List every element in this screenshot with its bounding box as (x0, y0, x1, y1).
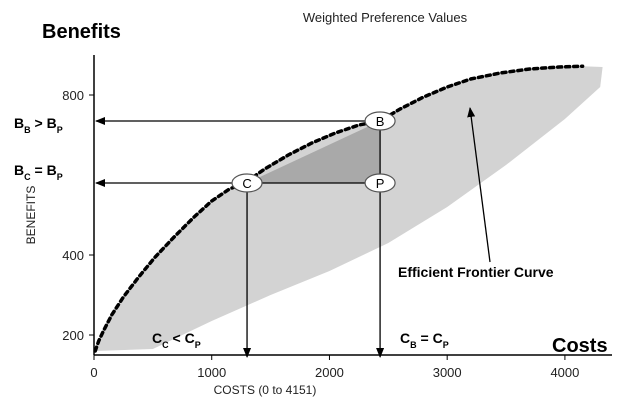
annotation-cb-eq-cp-subscript: P (443, 340, 449, 350)
point-b-marker (364, 111, 396, 131)
annotation-bc-eq-bp-subscript: P (57, 172, 63, 182)
dominance-triangle (247, 121, 381, 183)
annotation-bc-eq-bp: BC = BP (14, 162, 63, 182)
annotation-bb-gt-bp: BB > BP (14, 115, 63, 135)
annotation-cc-lt-cp-subscript: C (162, 340, 169, 350)
x-tick-label: 1000 (197, 365, 226, 380)
x-corner-label: Costs (552, 335, 608, 357)
annotation-cb-eq-cp-subscript: B (410, 340, 417, 350)
annotation-bc-eq-bp-subscript: C (24, 172, 31, 182)
y-tick-label: 400 (62, 248, 84, 263)
annotation-bc-eq-bp-text: = B (31, 162, 57, 178)
annotation-cb-eq-cp-text: = C (417, 330, 443, 346)
annotation-bc-eq-bp-text: B (14, 162, 24, 178)
x-tick-label: 4000 (550, 365, 579, 380)
frontier-pointer-arrow (467, 107, 491, 263)
x-tick-label: 2000 (315, 365, 344, 380)
x-axis-title: COSTS (0 to 4151) (214, 383, 317, 397)
y-axis-title: BENEFITS (24, 186, 38, 245)
point-b-label: B (376, 114, 385, 129)
point-c-marker (231, 173, 263, 193)
y-corner-label: Benefits (42, 21, 121, 43)
annotation-bb-gt-bp-text: > B (31, 115, 57, 131)
annotation-bb-gt-bp-subscript: P (57, 125, 63, 135)
frontier-label: Efficient Frontier Curve (398, 264, 554, 280)
annotation-cc-lt-cp-text: < C (169, 330, 195, 346)
annotation-cb-eq-cp: CB = CP (400, 330, 449, 350)
y-tick-label: 800 (62, 88, 84, 103)
annotation-cb-eq-cp-text: C (400, 330, 410, 346)
x-tick-label: 3000 (433, 365, 462, 380)
chart-title: Weighted Preference Values (303, 10, 468, 25)
feasible-region (95, 66, 603, 351)
y-tick-label: 200 (62, 328, 84, 343)
point-p-label: P (376, 176, 385, 191)
annotation-bb-gt-bp-text: B (14, 115, 24, 131)
efficient-frontier-curve (93, 64, 585, 353)
annotation-cc-lt-cp-text: C (152, 330, 162, 346)
annotation-cc-lt-cp: CC < CP (152, 330, 201, 350)
point-p-marker (364, 173, 396, 193)
x-tick-label: 0 (90, 365, 97, 380)
annotation-cc-lt-cp-subscript: P (195, 340, 201, 350)
point-c-label: C (242, 176, 251, 191)
annotation-bb-gt-bp-subscript: B (24, 125, 31, 135)
